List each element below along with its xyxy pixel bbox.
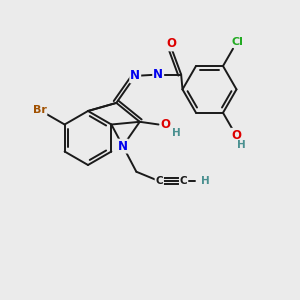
- Text: H: H: [237, 140, 246, 150]
- Text: C: C: [155, 176, 163, 186]
- Text: C: C: [180, 176, 188, 186]
- Text: H: H: [172, 128, 181, 137]
- Text: O: O: [231, 129, 241, 142]
- Text: N: N: [153, 68, 163, 81]
- Text: O: O: [160, 118, 171, 131]
- Text: H: H: [201, 176, 209, 186]
- Text: N: N: [130, 69, 140, 82]
- Text: N: N: [118, 140, 128, 153]
- Text: Cl: Cl: [231, 37, 243, 47]
- Text: Br: Br: [33, 105, 46, 115]
- Text: O: O: [167, 38, 177, 50]
